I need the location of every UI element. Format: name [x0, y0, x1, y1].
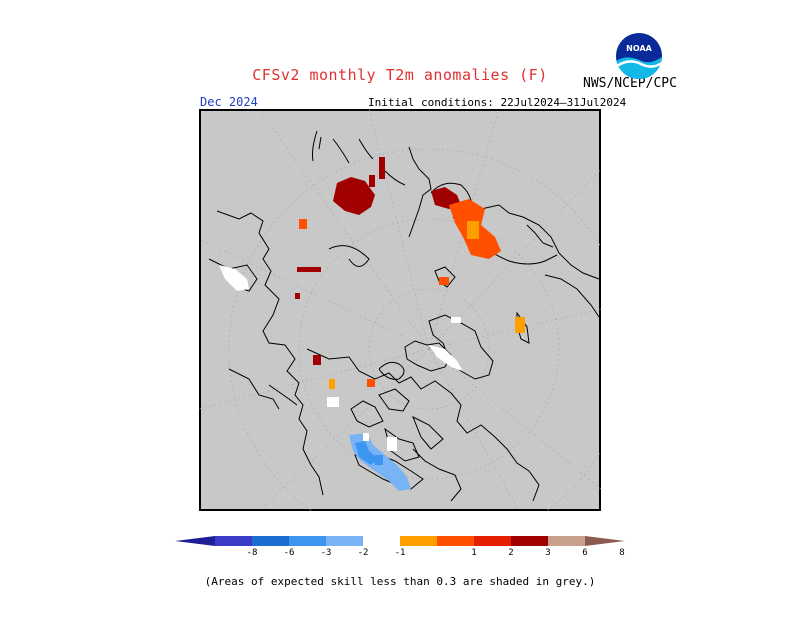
legend-tick-label: 1: [471, 548, 476, 558]
noaa-logo: NOAA: [616, 33, 662, 79]
org-label: NWS/NCEP/CPC: [583, 76, 677, 91]
chart-title: CFSv2 monthly T2m anomalies (F): [252, 66, 548, 84]
legend-tick-label: 6: [582, 548, 587, 558]
anomaly-warm-dark: [295, 157, 461, 365]
legend-swatch: [548, 536, 585, 546]
legend-tick-label: 3: [545, 548, 550, 558]
legend-tick-label: -2: [358, 548, 369, 558]
legend-tick-label: -6: [284, 548, 295, 558]
legend-ticks: -8 -6 -3 -2 -1 1 2 3 6 8: [247, 548, 625, 558]
legend-arrow-right: [585, 536, 625, 546]
legend-swatch: [289, 536, 326, 546]
legend-swatch: [215, 536, 252, 546]
legend-swatch: [252, 536, 289, 546]
legend-swatch: [326, 536, 363, 546]
footer-note: (Areas of expected skill less than 0.3 a…: [204, 575, 596, 588]
near-normal-white: [219, 265, 463, 451]
legend-swatch: [363, 536, 400, 546]
logo-text: NOAA: [626, 44, 652, 53]
forecast-month: Dec 2024: [200, 95, 258, 109]
anomaly-cool: [355, 441, 383, 465]
legend-swatch: [474, 536, 511, 546]
legend-tick-label: 8: [619, 548, 624, 558]
legend-arrow-left: [175, 536, 215, 546]
anomaly-warm-light: [329, 221, 525, 389]
legend-bar: [175, 536, 625, 546]
polar-map: [199, 109, 601, 511]
color-legend: -8 -6 -3 -2 -1 1 2 3 6 8: [175, 536, 625, 558]
legend-tick-label: -3: [321, 548, 332, 558]
legend-swatch: [437, 536, 474, 546]
map-frame: [199, 109, 601, 511]
coastlines: [208, 130, 600, 502]
legend-tick-label: -8: [247, 548, 258, 558]
initial-conditions: Initial conditions: 22Jul2024–31Jul2024: [368, 96, 627, 109]
legend-swatch: [511, 536, 548, 546]
legend-tick-label: -1: [395, 548, 406, 558]
legend-swatch: [400, 536, 437, 546]
legend-tick-label: 2: [508, 548, 513, 558]
